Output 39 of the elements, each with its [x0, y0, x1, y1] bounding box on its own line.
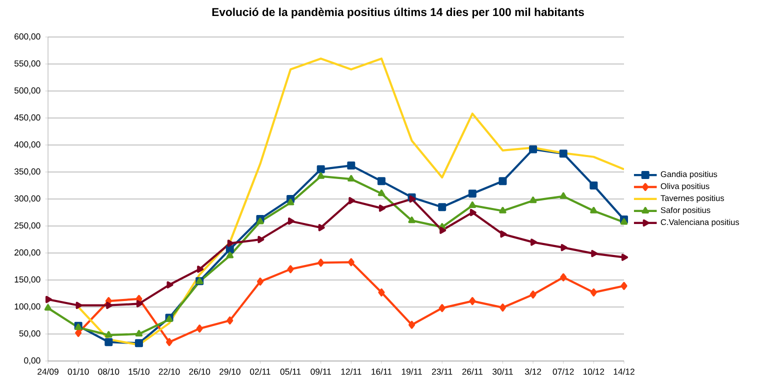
y-tick-label: 450,00 [14, 114, 40, 122]
x-tick-label: 08/10 [98, 368, 120, 375]
x-tick-label: 01/10 [68, 368, 89, 375]
x-tick-label: 15/10 [128, 368, 150, 375]
x-tick-label: 26/10 [189, 368, 210, 375]
x-tick-label: 09/11 [310, 368, 331, 375]
x-tick-label: 07/12 [552, 368, 574, 375]
y-tick-label: 0,00 [24, 357, 40, 365]
x-tick-label: 23/11 [432, 368, 452, 375]
x-tick-label: 02/11 [250, 368, 270, 375]
y-tick-label: 400,00 [14, 141, 40, 149]
legend-label: Oliva positius [660, 183, 710, 191]
x-tick-label: 30/11 [492, 368, 513, 375]
chart-title: Evolució de la pandèmia positius últims 14 dies per 100 mil habitants [212, 8, 584, 18]
x-tick-label: 14/12 [614, 368, 634, 375]
x-tick-label: 24/09 [38, 368, 58, 375]
x-tick-label: 3/12 [524, 368, 542, 375]
y-tick-label: 300,00 [14, 195, 40, 203]
x-tick-label: 16/11 [372, 368, 392, 375]
y-tick-label: 250,00 [14, 222, 40, 230]
x-tick-label: 10/12 [584, 368, 604, 375]
y-tick-label: 600,00 [14, 33, 40, 41]
y-tick-label: 550,00 [14, 60, 40, 68]
x-tick-label: 29/10 [220, 368, 240, 375]
x-tick-label: 22/10 [158, 368, 180, 375]
legend-label: Gandia positius [660, 171, 718, 179]
x-tick-label: 05/11 [280, 368, 301, 375]
y-tick-label: 350,00 [14, 168, 40, 176]
legend-label: C.Valenciana positius [660, 218, 740, 227]
y-tick-label: 500,00 [14, 87, 40, 95]
x-tick-label: 26/11 [462, 368, 483, 375]
x-tick-label: 12/11 [341, 368, 362, 375]
x-tick-label: 19/11 [402, 368, 422, 375]
y-tick-label: 50,00 [19, 330, 40, 338]
y-tick-label: 150,00 [14, 276, 40, 284]
legend-label: Safor positius [660, 206, 710, 215]
y-tick-label: 200,00 [14, 249, 40, 257]
y-tick-label: 100,00 [14, 303, 40, 311]
legend-label: Tavernes positius [660, 195, 724, 203]
